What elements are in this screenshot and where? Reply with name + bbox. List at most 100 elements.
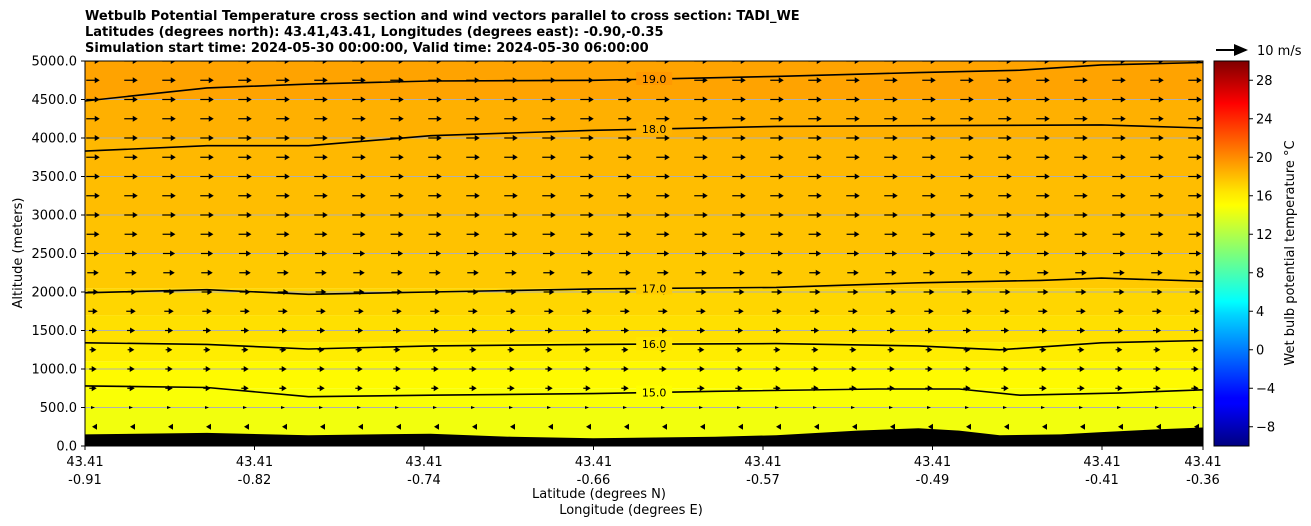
wind-arrow-head bbox=[588, 154, 594, 161]
wind-arrow-head bbox=[1155, 406, 1159, 409]
wind-arrow bbox=[317, 385, 325, 392]
wind-arrow-head bbox=[132, 154, 138, 161]
wind-arrow bbox=[772, 308, 782, 315]
contour-label-bg bbox=[636, 71, 673, 85]
wind-arrow bbox=[352, 61, 366, 64]
wind-arrow bbox=[775, 406, 779, 409]
wind-arrow-head bbox=[132, 115, 138, 122]
contour-label: 18.0 bbox=[642, 123, 667, 136]
wind-arrow bbox=[1150, 115, 1164, 122]
wind-arrow-head bbox=[851, 423, 857, 430]
wind-arrow-head bbox=[778, 135, 784, 141]
wind-arrow bbox=[1037, 289, 1049, 295]
wind-arrow-head bbox=[777, 269, 783, 276]
wind-arrow-head bbox=[435, 269, 441, 276]
wind-arrow-head bbox=[775, 423, 781, 430]
wind-arrow-head bbox=[816, 192, 822, 199]
wind-arrow-head bbox=[284, 173, 290, 180]
wind-arrow-head bbox=[91, 406, 95, 409]
wind-arrow bbox=[542, 115, 556, 122]
wind-arrow-head bbox=[702, 212, 708, 218]
wind-arrow-head bbox=[132, 135, 138, 141]
wind-arrow bbox=[581, 269, 593, 276]
wind-arrow bbox=[1076, 308, 1086, 315]
wind-arrow-head bbox=[474, 231, 480, 238]
wind-arrow-head bbox=[1082, 115, 1088, 122]
wind-arrow-head bbox=[1158, 250, 1164, 257]
wind-arrow bbox=[390, 154, 404, 161]
wind-arrow bbox=[355, 366, 363, 372]
wind-arrow-head bbox=[398, 96, 404, 103]
wind-arrow bbox=[547, 423, 553, 430]
x-tick-label-lat: 43.41 bbox=[236, 455, 273, 470]
wind-arrow bbox=[124, 96, 138, 103]
wind-arrow-head bbox=[550, 135, 556, 141]
wind-arrow-head bbox=[360, 250, 366, 257]
contour-label-bg bbox=[636, 385, 673, 399]
wind-arrow-head bbox=[360, 96, 366, 103]
wind-arrow-head bbox=[547, 406, 551, 409]
wind-arrow-head bbox=[854, 192, 860, 199]
wind-arrow-head bbox=[434, 308, 440, 315]
wind-arrow bbox=[699, 423, 705, 430]
wind-arrow-head bbox=[777, 289, 783, 295]
wind-arrow-head bbox=[284, 96, 290, 103]
wind-arrow-head bbox=[968, 192, 974, 199]
wind-arrow bbox=[695, 289, 707, 295]
wind-arrow-head bbox=[700, 327, 706, 334]
y-axis: 0.0 500.0 1000.0 1500.0 2000.0 2500.0 3000.0 35… bbox=[32, 55, 85, 455]
wind-arrow-head bbox=[436, 115, 442, 122]
wind-arrow bbox=[276, 192, 290, 199]
wind-arrow bbox=[279, 366, 287, 372]
wind-arrow-head bbox=[851, 406, 855, 409]
y-tick-label: 3000.0 bbox=[32, 209, 78, 224]
contour-label-bg bbox=[636, 281, 673, 295]
wind-arrow-head bbox=[91, 346, 97, 353]
wind-arrow bbox=[927, 406, 931, 409]
wind-arrow-head bbox=[625, 289, 631, 295]
wind-arrow-head bbox=[1193, 346, 1199, 353]
wind-arrow-head bbox=[246, 61, 252, 64]
wind-arrow bbox=[390, 250, 404, 257]
wind-arrow-head bbox=[930, 115, 936, 122]
wind-arrow-head bbox=[320, 327, 326, 334]
wind-arrow bbox=[1036, 173, 1050, 180]
wind-arrow bbox=[1153, 366, 1161, 372]
wind-arrow-head bbox=[322, 212, 328, 218]
wind-arrow-head bbox=[702, 61, 708, 64]
wind-arrow-head bbox=[890, 327, 896, 334]
wind-arrow bbox=[960, 115, 974, 122]
wind-arrow bbox=[922, 96, 936, 103]
wind-arrow bbox=[278, 327, 288, 334]
wind-arrow-head bbox=[360, 173, 366, 180]
wind-arrow-head bbox=[930, 192, 936, 199]
wind-arrow-head bbox=[1041, 366, 1047, 372]
wind-arrow bbox=[1150, 135, 1164, 141]
wind-arrow-head bbox=[436, 212, 442, 218]
wind-arrow-head bbox=[129, 346, 135, 353]
wind-arrow-head bbox=[322, 192, 328, 199]
wind-arrow bbox=[504, 173, 518, 180]
wind-arrow-head bbox=[892, 192, 898, 199]
x-tick-label-lon: -0.91 bbox=[68, 473, 102, 488]
wind-arrow bbox=[1112, 212, 1126, 218]
y-tick-label: 4500.0 bbox=[32, 93, 78, 108]
wind-arrow-head bbox=[396, 308, 402, 315]
wind-arrow bbox=[468, 327, 478, 334]
wind-arrow-head bbox=[588, 231, 594, 238]
wind-arrow bbox=[506, 327, 516, 334]
wind-arrow-head bbox=[586, 327, 592, 334]
wind-arrow-head bbox=[1080, 327, 1086, 334]
wind-arrow bbox=[808, 231, 822, 238]
wind-arrow-head bbox=[854, 115, 860, 122]
wind-arrow-head bbox=[474, 154, 480, 161]
wind-arrow bbox=[1188, 77, 1202, 84]
wind-arrow bbox=[276, 96, 290, 103]
wind-arrow-head bbox=[662, 327, 668, 334]
wind-arrow-head bbox=[93, 269, 99, 276]
wind-arrow bbox=[202, 327, 212, 334]
wind-arrow bbox=[884, 61, 898, 64]
wind-arrow bbox=[618, 154, 632, 161]
wind-arrow bbox=[87, 269, 99, 276]
wind-arrow bbox=[924, 327, 934, 334]
